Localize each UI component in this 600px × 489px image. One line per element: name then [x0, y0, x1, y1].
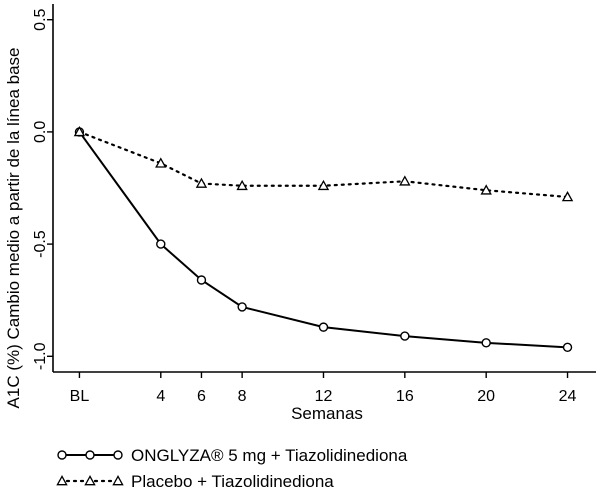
data-point: [196, 275, 207, 285]
legend-marker: [85, 450, 95, 460]
legend: ONGLYZA® 5 mg + Tiazolidinediona Placebo …: [56, 446, 408, 489]
y-tick-label: 0.0: [32, 121, 49, 143]
x-tick-label: 8: [238, 388, 247, 405]
data-point: [480, 184, 492, 195]
data-point: [195, 177, 208, 188]
legend-marker: [113, 450, 123, 460]
x-tick-label: 16: [396, 388, 414, 405]
y-axis-label: A1C (%) Cambio medio a partir de la líne…: [4, 48, 23, 409]
x-tick-label: BL: [70, 388, 90, 405]
y-tick-label: 0.5: [32, 8, 49, 30]
y-axis-ticks: 0.5 0.0 -0.5 -1.0: [32, 8, 53, 370]
data-point: [561, 191, 574, 202]
data-point: [236, 179, 248, 191]
data-point: [317, 179, 330, 191]
data-point: [155, 157, 167, 168]
data-point: [562, 342, 573, 353]
series-line: [78, 131, 568, 349]
data-point: [73, 125, 86, 137]
series-2: [73, 125, 574, 202]
x-tick-label: 20: [477, 388, 495, 405]
series-1: [74, 127, 573, 353]
data-point: [156, 239, 166, 249]
legend-marker: [56, 475, 68, 486]
x-tick-label: 6: [197, 388, 206, 405]
x-axis-ticks: BL 4 6 8 12 16 20 24: [70, 372, 577, 405]
y-tick-label: -0.5: [32, 230, 49, 258]
legend-item-1: ONGLYZA® 5 mg + Tiazolidinediona: [57, 446, 408, 465]
series-layer: [73, 125, 574, 353]
legend-marker: [57, 450, 67, 460]
data-point: [318, 322, 329, 332]
data-point: [481, 338, 491, 348]
data-point: [237, 302, 247, 312]
y-tick-label: -1.0: [32, 342, 49, 370]
axes: [52, 4, 596, 373]
legend-item-2: Placebo + Tiazolidinediona: [56, 472, 334, 489]
x-tick-label: 12: [315, 388, 333, 405]
legend-marker: [112, 475, 124, 486]
legend-label: ONGLYZA® 5 mg + Tiazolidinediona: [131, 446, 408, 465]
data-point: [400, 331, 410, 341]
x-axis-label: Semanas: [291, 404, 363, 423]
x-tick-label: 24: [559, 388, 577, 405]
x-tick-label: 4: [156, 388, 165, 405]
data-point: [399, 175, 411, 186]
legend-marker: [84, 475, 96, 486]
legend-label: Placebo + Tiazolidinediona: [131, 472, 334, 489]
